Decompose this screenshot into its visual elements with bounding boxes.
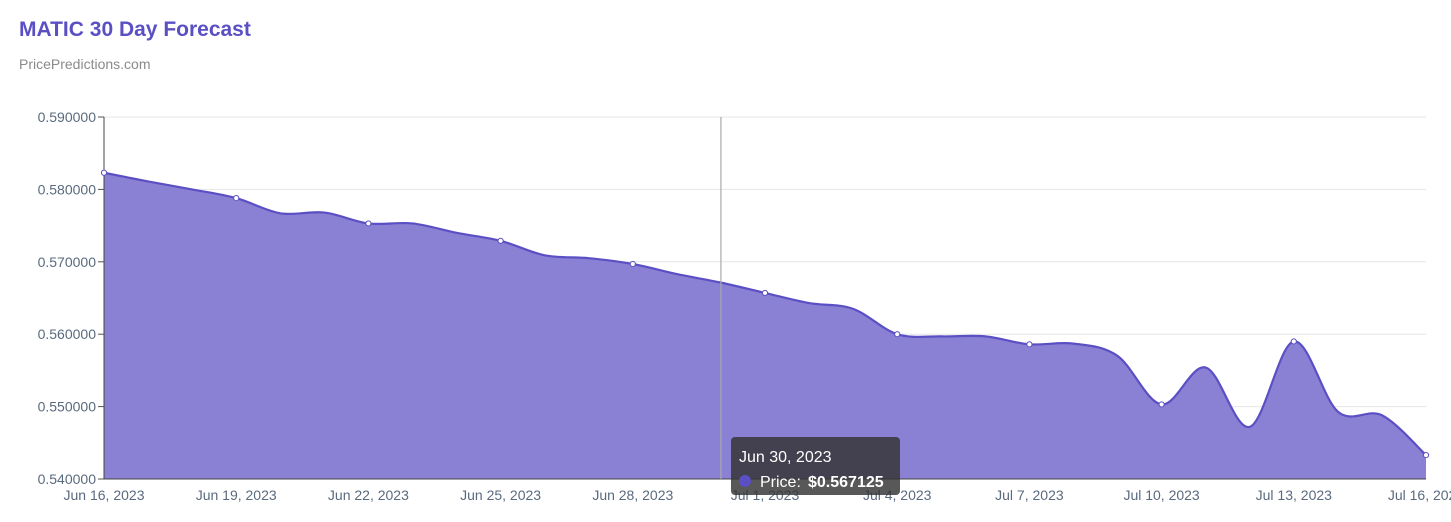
- tooltip: Jun 30, 2023 Price: $0.567125: [731, 437, 900, 495]
- data-points: [100, 169, 1430, 459]
- y-tick-label: 0.570000: [38, 254, 97, 270]
- data-point[interactable]: [1422, 452, 1430, 459]
- data-point[interactable]: [1026, 341, 1033, 348]
- tooltip-date: Jun 30, 2023: [739, 449, 832, 466]
- x-tick-label: Jul 13, 2023: [1256, 487, 1332, 503]
- data-point[interactable]: [761, 289, 769, 297]
- tooltip-background: [731, 437, 900, 495]
- data-point[interactable]: [233, 194, 240, 202]
- y-tick-labels: 0.590000 0.580000 0.570000 0.560000 0.550000…: [38, 109, 97, 487]
- x-tick-label: Jul 10, 2023: [1123, 487, 1199, 503]
- tooltip-label: Price:: [760, 474, 801, 491]
- y-tick-label: 0.540000: [38, 471, 97, 487]
- x-tick-label: Jun 28, 2023: [592, 487, 673, 503]
- data-point[interactable]: [365, 220, 372, 227]
- x-tick-label: Jun 22, 2023: [328, 487, 409, 503]
- tooltip-value: $0.567125: [808, 474, 884, 491]
- y-tick-label: 0.580000: [38, 181, 97, 197]
- data-point[interactable]: [894, 331, 901, 338]
- y-tick-label: 0.590000: [38, 109, 97, 125]
- data-point[interactable]: [629, 260, 636, 268]
- y-tick-label: 0.550000: [38, 399, 97, 415]
- chart-title: MATIC 30 Day Forecast: [19, 18, 251, 41]
- data-point[interactable]: [100, 169, 108, 176]
- x-tick-label: Jun 16, 2023: [64, 487, 145, 503]
- y-tick-label: 0.560000: [38, 326, 97, 342]
- price-area: [104, 172, 1426, 480]
- x-tick-label: Jun 25, 2023: [460, 487, 541, 503]
- tooltip-swatch: [739, 475, 751, 487]
- data-point[interactable]: [1290, 338, 1297, 345]
- data-point[interactable]: [1158, 401, 1165, 408]
- price-line: [103, 171, 1427, 456]
- x-tick-label: Jul 16, 2023: [1388, 487, 1451, 503]
- data-point[interactable]: [497, 237, 504, 244]
- x-tick-label: Jun 19, 2023: [196, 487, 277, 503]
- x-tick-label: Jul 7, 2023: [995, 487, 1064, 503]
- source-label: PricePredictions.com: [19, 56, 151, 72]
